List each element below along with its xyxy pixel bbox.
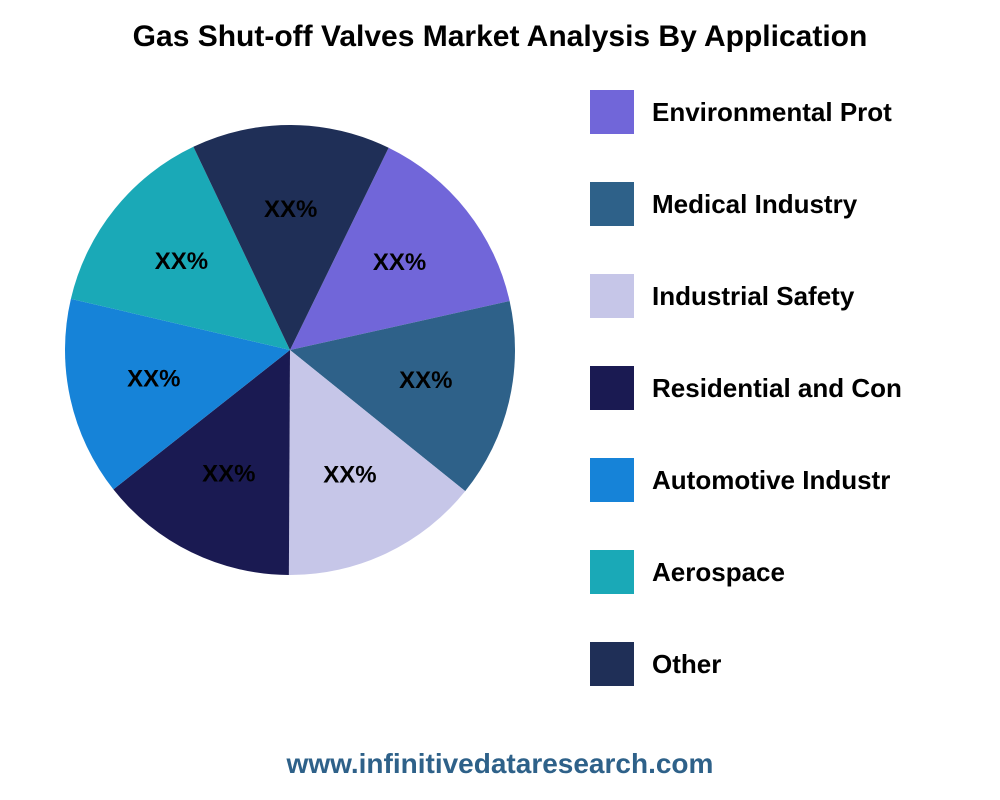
pie-svg: XX% XX% XX% XX% XX% XX% XX% <box>50 100 535 595</box>
legend-item: Industrial Safety <box>590 274 902 318</box>
legend-label: Automotive Industr <box>652 465 890 496</box>
legend-swatch <box>590 90 634 134</box>
legend-swatch <box>590 366 634 410</box>
legend-label: Aerospace <box>652 557 785 588</box>
legend-swatch <box>590 182 634 226</box>
slice-label: XX% <box>127 366 180 393</box>
legend-item: Aerospace <box>590 550 902 594</box>
legend-swatch <box>590 642 634 686</box>
legend-item: Medical Industry <box>590 182 902 226</box>
legend-label: Medical Industry <box>652 189 857 220</box>
slice-label: XX% <box>264 196 317 223</box>
legend-label: Residential and Con <box>652 373 902 404</box>
legend: Environmental Prot Medical Industry Indust… <box>590 90 902 686</box>
legend-label: Industrial Safety <box>652 281 854 312</box>
watermark: www.infinitivedataresearch.com <box>287 748 714 780</box>
slice-label: XX% <box>323 461 376 488</box>
slice-label: XX% <box>373 249 426 276</box>
slice-label: XX% <box>202 461 255 488</box>
legend-swatch <box>590 550 634 594</box>
legend-item: Residential and Con <box>590 366 902 410</box>
legend-label: Environmental Prot <box>652 97 892 128</box>
slice-label: XX% <box>155 248 208 275</box>
legend-swatch <box>590 458 634 502</box>
legend-item: Other <box>590 642 902 686</box>
pie-chart: XX% XX% XX% XX% XX% XX% XX% <box>50 100 535 595</box>
legend-item: Environmental Prot <box>590 90 902 134</box>
slice-label: XX% <box>399 367 452 394</box>
legend-label: Other <box>652 649 721 680</box>
chart-title: Gas Shut-off Valves Market Analysis By A… <box>0 20 1000 54</box>
legend-swatch <box>590 274 634 318</box>
legend-item: Automotive Industr <box>590 458 902 502</box>
